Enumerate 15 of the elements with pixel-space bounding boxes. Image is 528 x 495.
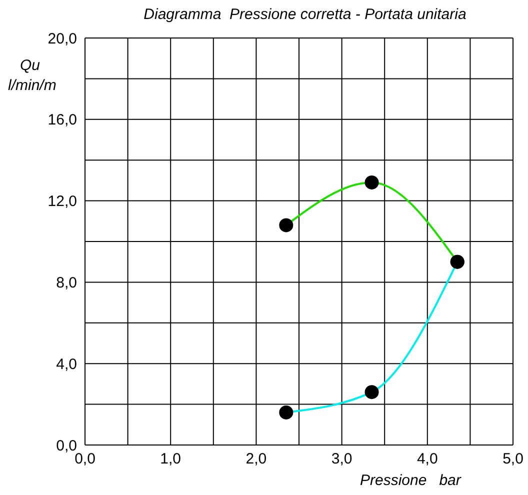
x-tick-label: 5,0 — [502, 450, 524, 468]
x-tick-label: 0,0 — [74, 450, 96, 468]
y-tick-label: 12,0 — [48, 193, 77, 210]
chart-title: Diagramma Pressione corretta - Portata unitaria — [142, 6, 468, 23]
x-axis-title: Pressione bar — [360, 472, 461, 489]
x-tick-label: 1,0 — [160, 450, 182, 468]
y-tick-label: 4,0 — [56, 356, 77, 373]
x-tick-label: 3,0 — [331, 450, 352, 468]
x-tick-label: 4,0 — [416, 450, 438, 468]
y-axis-title: Qu l/min/m — [8, 56, 58, 96]
y-tick-label: 20,0 — [48, 30, 77, 48]
y-tick-label: 8,0 — [56, 274, 77, 292]
x-tick-label: 2,0 — [246, 450, 267, 468]
y-tick-label: 16,0 — [48, 112, 77, 129]
y-tick-label: 0,0 — [56, 437, 77, 454]
